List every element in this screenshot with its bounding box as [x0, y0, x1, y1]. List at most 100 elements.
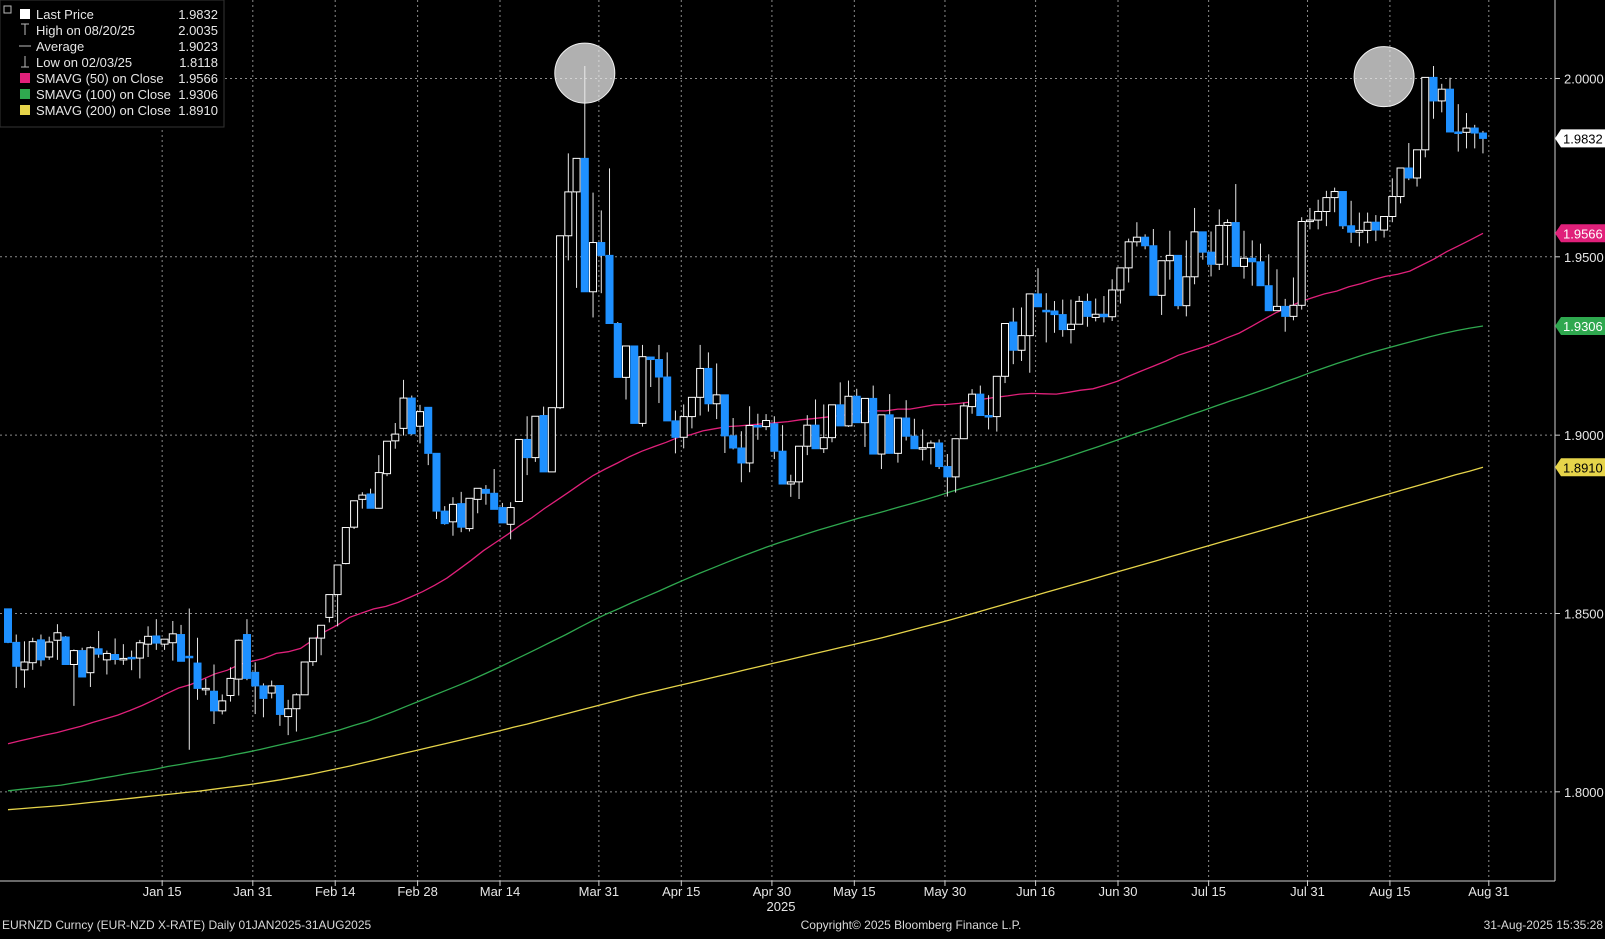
- candle-body-down: [1034, 293, 1042, 308]
- sma50-price-tag: 1.9566: [1555, 224, 1605, 243]
- candle: [852, 388, 861, 424]
- candle: [523, 416, 532, 476]
- candle: [1066, 299, 1075, 344]
- candle-body-down: [457, 503, 466, 528]
- candle-body-up: [473, 487, 482, 500]
- candle: [1380, 216, 1389, 238]
- candle-body-up: [333, 564, 342, 596]
- candle: [440, 506, 449, 525]
- candle-body-down: [1347, 225, 1356, 233]
- candle-body-down: [251, 671, 260, 687]
- candle-body-down: [1371, 221, 1380, 231]
- candle-body-up: [1462, 127, 1471, 133]
- candle: [45, 636, 54, 660]
- candle: [498, 502, 507, 524]
- candle-body-down: [440, 510, 449, 525]
- candle: [259, 683, 268, 718]
- candle-body-up: [1132, 236, 1141, 243]
- candle-body-down: [193, 662, 202, 689]
- candle-body-down: [1099, 313, 1108, 318]
- candle-body-down: [1207, 251, 1216, 265]
- candle: [1174, 254, 1183, 310]
- candle: [959, 402, 968, 440]
- candle: [1009, 307, 1018, 365]
- candle: [465, 497, 474, 532]
- candle: [1355, 212, 1364, 247]
- candle-body-down: [242, 634, 251, 679]
- candle-body-up: [69, 650, 78, 665]
- candle: [622, 345, 630, 400]
- candle-body-down: [490, 492, 499, 510]
- candle: [242, 619, 251, 681]
- candle: [226, 667, 235, 702]
- candle: [448, 497, 457, 536]
- candle-body-up: [1363, 221, 1372, 231]
- price-tag-label: 1.9306: [1563, 319, 1603, 334]
- candle: [350, 500, 359, 529]
- candle: [828, 404, 836, 443]
- candle: [720, 394, 729, 453]
- candle-body-up: [1421, 76, 1430, 151]
- candle-body-up: [1388, 196, 1397, 218]
- yellow-square-icon: [20, 105, 30, 115]
- legend-item-label: Average: [36, 39, 84, 54]
- candle-body-down: [935, 442, 944, 468]
- legend-item-value: 2.0035: [178, 23, 218, 38]
- candle: [1289, 277, 1298, 321]
- candle: [910, 418, 919, 450]
- candle: [358, 492, 367, 509]
- candle-body-up: [201, 687, 210, 691]
- y-tick-label: 1.9500: [1564, 250, 1604, 265]
- candle-body-up: [284, 708, 293, 718]
- candle: [1322, 190, 1331, 227]
- candle-body-up: [160, 638, 169, 645]
- candle-body-down: [885, 414, 894, 454]
- candle-body-down: [4, 608, 12, 643]
- candle: [630, 345, 639, 424]
- legend-collapse-icon[interactable]: [3, 5, 12, 14]
- candle: [94, 630, 103, 658]
- candle-body-down: [1083, 300, 1092, 317]
- legend-item-value: 1.9566: [178, 71, 218, 86]
- candle-body-up: [877, 414, 886, 455]
- candle-body-up: [358, 494, 367, 500]
- price-tag-box: [1555, 317, 1605, 336]
- candle-body-down: [729, 435, 738, 449]
- candle-body-down: [1338, 191, 1347, 227]
- candle: [1001, 323, 1010, 384]
- candle: [1124, 238, 1133, 283]
- candle-body-down: [1050, 310, 1059, 316]
- candle-body-up: [1289, 304, 1298, 317]
- candle: [341, 527, 350, 565]
- candle: [795, 445, 804, 499]
- candle-body-up: [45, 641, 54, 658]
- candle: [1462, 113, 1471, 149]
- candle: [737, 431, 746, 483]
- magenta-square-icon: [20, 73, 30, 83]
- y-tick-label: 1.8500: [1564, 606, 1604, 621]
- candle-body-down: [1470, 127, 1479, 134]
- x-tick-label: Aug 31: [1468, 884, 1509, 899]
- candle: [1404, 143, 1413, 181]
- candle-body-down: [185, 655, 194, 659]
- legend-item-label: SMAVG (50) on Close: [36, 71, 164, 86]
- candle: [1429, 65, 1438, 119]
- x-tick-label: Jul 31: [1290, 884, 1325, 899]
- candle: [547, 407, 556, 473]
- candle-body-up: [1066, 323, 1075, 331]
- candle-body-down: [1198, 231, 1207, 253]
- candle: [687, 396, 696, 429]
- candle-body-up: [399, 397, 408, 429]
- legend-item: SMAVG (50) on Close 1.9566: [20, 71, 218, 86]
- candle: [391, 423, 400, 449]
- legend-item-label: SMAVG (100) on Close: [36, 87, 171, 102]
- candle-body-down: [61, 636, 70, 665]
- candle-body-up: [828, 404, 836, 439]
- candle-body-up: [572, 157, 581, 193]
- x-tick-label: Jan 31: [233, 884, 272, 899]
- candle-body-up: [918, 447, 927, 450]
- candle-body-up: [992, 375, 1001, 418]
- highlight-circle: [1353, 46, 1415, 108]
- candle-body-down: [1281, 305, 1290, 317]
